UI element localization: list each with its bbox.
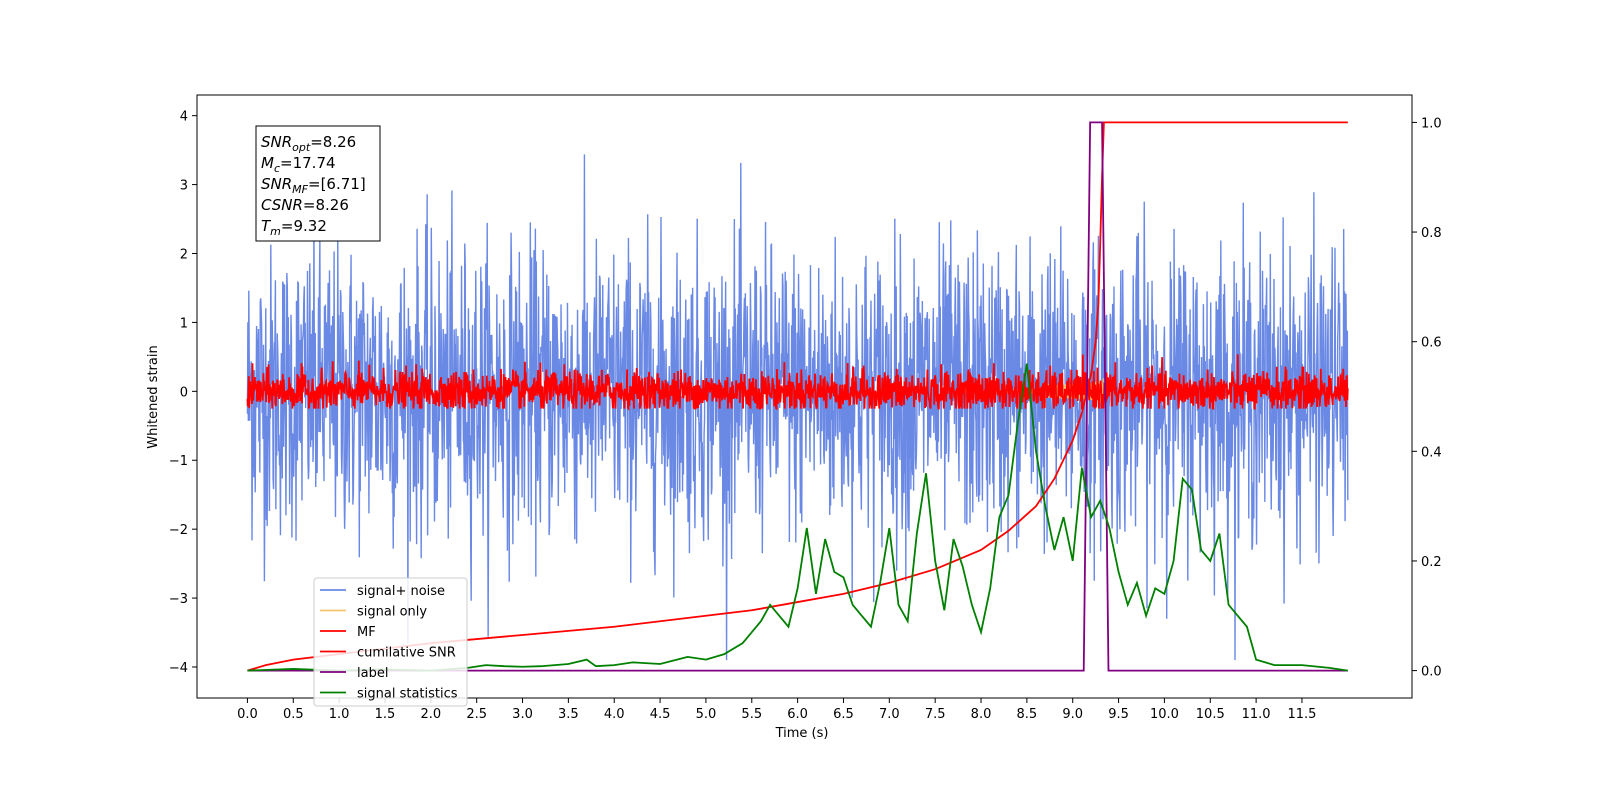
x-tick-label: 1.0 <box>329 707 350 722</box>
x-tick-label: 10.0 <box>1150 707 1179 722</box>
series-signal-statistics <box>247 363 1348 672</box>
x-tick-label: 1.5 <box>375 707 396 722</box>
series-mf <box>246 354 1349 411</box>
info-box-line: Mc=17.74 <box>261 154 336 175</box>
y-right-tick-label: 0.8 <box>1421 226 1442 241</box>
y-right-tick-label: 1.0 <box>1421 116 1442 131</box>
x-tick-label: 9.5 <box>1108 707 1129 722</box>
x-tick-label: 11.0 <box>1242 707 1271 722</box>
x-tick-label: 2.5 <box>466 707 487 722</box>
plot-area <box>196 94 1413 699</box>
x-axis-label: Time (s) <box>775 726 829 741</box>
x-tick-label: 11.5 <box>1287 707 1316 722</box>
x-tick-label: 0.0 <box>237 707 258 722</box>
y-left-tick-label: 0 <box>180 385 188 400</box>
x-tick-label: 5.0 <box>696 707 717 722</box>
legend-label: signal+ noise <box>357 584 445 599</box>
legend: signal+ noise signal only MF cumilative SNR… <box>313 577 468 707</box>
series-line <box>246 354 1349 411</box>
y-right-tick-label: 0.6 <box>1421 336 1442 351</box>
x-tick-label: 7.0 <box>879 707 900 722</box>
series-label <box>247 121 1348 672</box>
y-right-tick-label: 0.4 <box>1421 445 1442 460</box>
legend-frame <box>313 577 468 707</box>
y-axis-label: Whitened strain <box>146 345 161 448</box>
info-box-line: CSNR=8.26 <box>261 196 349 214</box>
y-left-tick-label: −1 <box>169 454 188 469</box>
x-axis: 0.0 0.5 1.0 1.5 2.0 2.5 3.0 3.5 4.0 4.5 5.0 5.5 6.0 6… <box>237 698 1316 722</box>
y-right-tick-label: 0.2 <box>1421 555 1442 570</box>
y-left-tick-label: 2 <box>180 248 188 263</box>
legend-label: cumilative SNR <box>357 646 456 661</box>
x-tick-label: 6.0 <box>787 707 808 722</box>
y-left-tick-label: −3 <box>169 592 188 607</box>
y-axis-right: 1.0 0.8 0.6 0.4 0.2 0.0 <box>1412 116 1442 680</box>
x-tick-label: 10.5 <box>1196 707 1225 722</box>
x-tick-label: 2.0 <box>420 707 441 722</box>
info-box-line: SNRopt=8.26 <box>261 133 356 154</box>
x-tick-label: 7.5 <box>925 707 946 722</box>
x-tick-label: 5.5 <box>741 707 762 722</box>
x-tick-label: 9.0 <box>1062 707 1083 722</box>
series-signal-noise <box>246 154 1349 661</box>
x-tick-label: 3.5 <box>558 707 579 722</box>
y-left-tick-label: 3 <box>180 179 188 194</box>
series-line <box>247 121 1348 672</box>
x-tick-label: 4.5 <box>650 707 671 722</box>
x-tick-label: 8.5 <box>1017 707 1038 722</box>
y-left-tick-label: −4 <box>169 661 188 676</box>
series-line <box>246 154 1349 661</box>
info-box: SNRopt=8.26Mc=17.74SNRMF=[6.71]CSNR=8.26… <box>255 125 381 242</box>
x-tick-label: 6.5 <box>833 707 854 722</box>
x-tick-label: 0.5 <box>283 707 304 722</box>
info-box-frame <box>255 125 381 242</box>
y-left-tick-label: 4 <box>180 110 188 125</box>
x-tick-label: 4.0 <box>604 707 625 722</box>
x-tick-label: 3.0 <box>512 707 533 722</box>
info-box-line: Tm=9.32 <box>261 217 327 238</box>
y-left-tick-label: 1 <box>180 316 188 331</box>
series-line <box>247 363 1348 672</box>
legend-label: signal statistics <box>357 687 458 702</box>
info-box-line: SNRMF=[6.71] <box>261 175 366 196</box>
legend-label: MF <box>357 625 376 640</box>
y-axis-left: 4 3 2 1 0 −1 −2 −3 −4 <box>169 110 197 676</box>
x-tick-label: 8.0 <box>971 707 992 722</box>
legend-label: label <box>357 666 388 681</box>
y-left-tick-label: −2 <box>169 523 188 538</box>
legend-label: signal only <box>357 605 427 620</box>
y-right-tick-label: 0.0 <box>1421 665 1442 680</box>
